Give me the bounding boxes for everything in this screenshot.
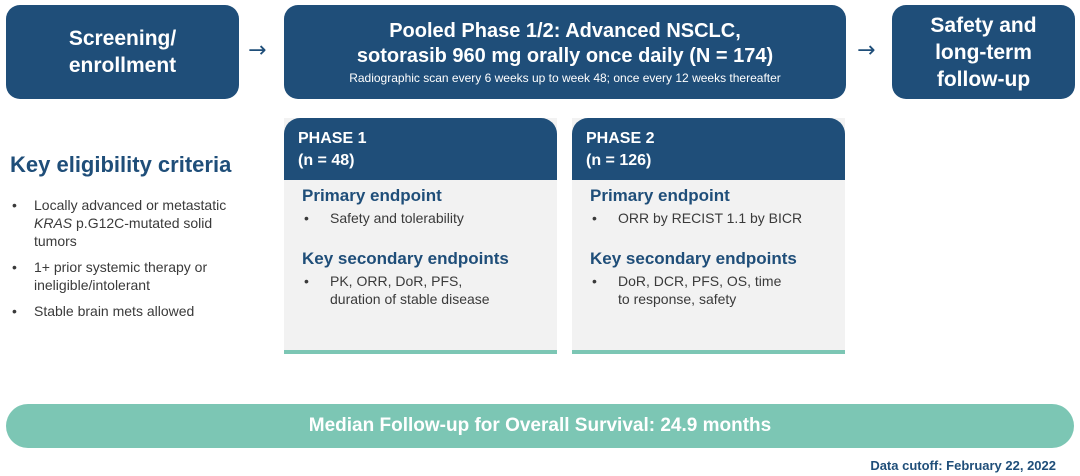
safety-line-3: follow-up: [936, 67, 1031, 91]
screening-line-2: enrollment: [68, 54, 177, 77]
bullet-icon: •: [12, 259, 17, 275]
phase-1-primary-title: Primary endpoint: [302, 186, 442, 205]
phase-2-name: PHASE 2: [586, 130, 655, 147]
eligibility-item-1-line-3: tumors: [34, 233, 77, 249]
eligibility-item-2-line-2: ineligible/intolerant: [34, 277, 150, 293]
phase-1-count: (n = 48): [298, 152, 355, 169]
data-cutoff-note: Data cutoff: February 22, 2022: [870, 458, 1056, 473]
eligibility-list: • Locally advanced or metastatic KRAS p.…: [12, 196, 274, 328]
phase-1-header: PHASE 1 (n = 48): [284, 118, 557, 180]
phase-2-body: Primary endpoint • ORR by RECIST 1.1 by B…: [572, 180, 845, 308]
phase-2-secondary-line-2: to response, safety: [618, 291, 737, 307]
banner-text: Median Follow-up for Overall Survival: 2…: [308, 415, 772, 436]
eligibility-item-1: • Locally advanced or metastatic KRAS p.…: [12, 196, 274, 250]
pooled-title-line-2: sotorasib 960 mg orally once daily (N = …: [356, 44, 774, 67]
phase-1-secondary-title: Key secondary endpoints: [302, 249, 509, 268]
bullet-icon: •: [592, 210, 597, 226]
phase-2-primary-title: Primary endpoint: [590, 186, 730, 205]
phase-1-secondary-line-2: duration of stable disease: [330, 291, 490, 307]
eligibility-title: Key eligibility criteria: [10, 152, 232, 177]
overall-survival-banner: Median Follow-up for Overall Survival: 2…: [6, 404, 1074, 448]
bullet-icon: •: [12, 303, 17, 319]
phase-2-card: PHASE 2 (n = 126) Primary endpoint • ORR …: [572, 118, 845, 354]
phase-1-secondary-line-1: PK, ORR, DoR, PFS,: [330, 273, 463, 289]
safety-followup-box: Safety and long-term follow-up: [892, 5, 1075, 99]
phase-1-body: Primary endpoint • Safety and tolerabilit…: [284, 180, 557, 308]
eligibility-item-1-line-2: KRAS p.G12C-mutated solid: [34, 214, 274, 232]
phase-2-primary-text: ORR by RECIST 1.1 by BICR: [618, 210, 803, 226]
eligibility-item-1-line-2-rest: p.G12C-mutated solid: [72, 215, 213, 231]
eligibility-item-1-line-1: Locally advanced or metastatic: [34, 197, 227, 213]
arrow-right-icon: →: [248, 38, 267, 63]
bullet-icon: •: [304, 210, 309, 226]
eligibility-item-3-line-1: Stable brain mets allowed: [34, 303, 195, 319]
safety-line-2: long-term: [935, 40, 1032, 64]
safety-line-1: Safety and: [930, 13, 1037, 37]
phase-2-header: PHASE 2 (n = 126): [572, 118, 845, 180]
bullet-icon: •: [12, 197, 17, 213]
kras-gene-text: KRAS: [34, 215, 73, 231]
phase-2-primary-item: • ORR by RECIST 1.1 by BICR: [590, 209, 827, 227]
phase-1-primary-text: Safety and tolerability: [330, 210, 464, 226]
screening-enrollment-box: Screening/ enrollment: [6, 5, 239, 99]
eligibility-item-2-line-1: 1+ prior systemic therapy or: [34, 259, 208, 275]
screening-line-1: Screening/: [68, 27, 177, 50]
phase-2-secondary-item: • DoR, DCR, PFS, OS, time to response, s…: [590, 272, 827, 308]
eligibility-item-2: • 1+ prior systemic therapy or ineligibl…: [12, 258, 274, 294]
phase-1-card: PHASE 1 (n = 48) Primary endpoint • Safet…: [284, 118, 557, 354]
phase-1-primary-item: • Safety and tolerability: [302, 209, 539, 227]
phase-1-secondary-item: • PK, ORR, DoR, PFS, duration of stable …: [302, 272, 539, 308]
phase-1-name: PHASE 1: [298, 130, 367, 147]
bullet-icon: •: [304, 273, 309, 289]
phase-2-secondary-line-1: DoR, DCR, PFS, OS, time: [618, 273, 782, 289]
arrow-right-icon: →: [857, 38, 876, 63]
bullet-icon: •: [592, 273, 597, 289]
phase-2-secondary-title: Key secondary endpoints: [590, 249, 797, 268]
pooled-subtitle: Radiographic scan every 6 weeks up to we…: [349, 70, 781, 85]
pooled-title-line-1: Pooled Phase 1/2: Advanced NSCLC,: [389, 19, 741, 42]
phase-2-count: (n = 126): [586, 152, 652, 169]
pooled-phase-box: Pooled Phase 1/2: Advanced NSCLC, sotora…: [284, 5, 846, 99]
eligibility-item-3: • Stable brain mets allowed: [12, 302, 274, 320]
